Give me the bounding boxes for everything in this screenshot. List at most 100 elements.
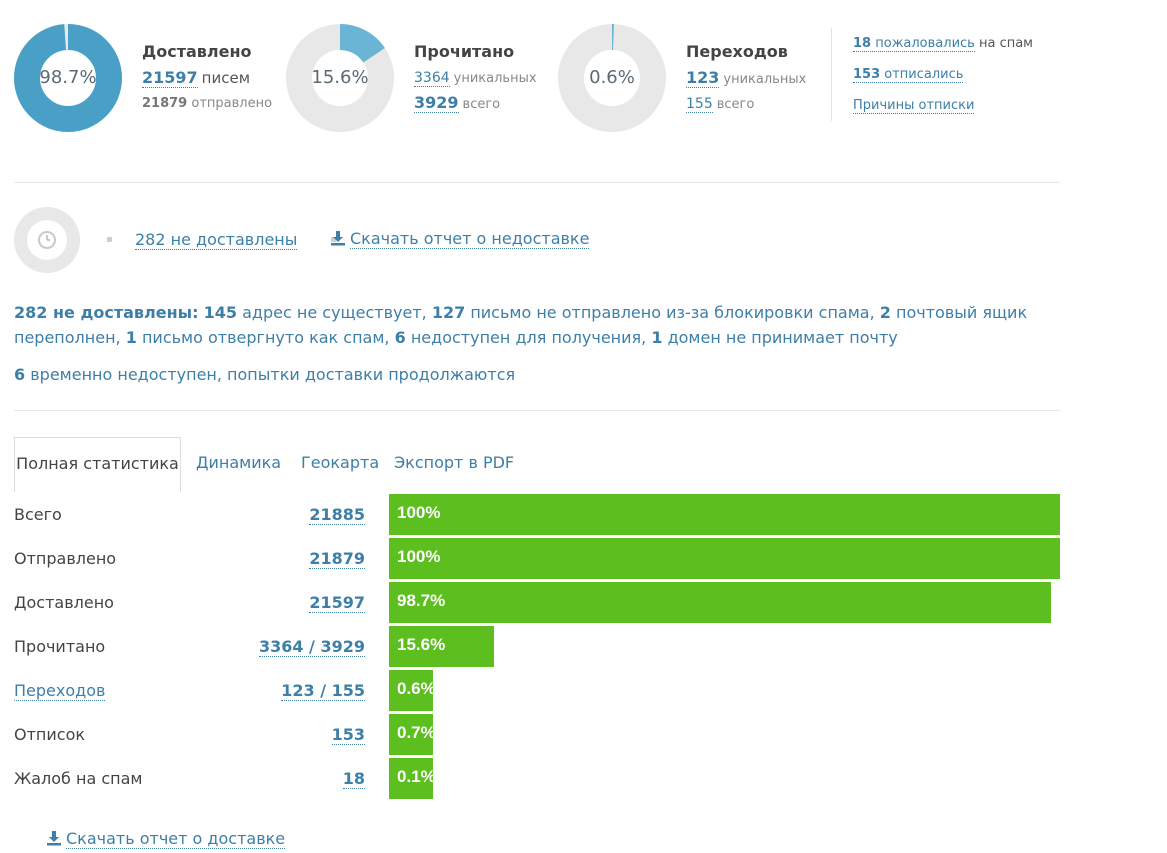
clicks-total[interactable]: 155 bbox=[686, 96, 713, 113]
spam-suffix: на спам bbox=[978, 36, 1033, 51]
bar bbox=[389, 538, 1060, 579]
bar bbox=[389, 494, 1060, 535]
bar bbox=[389, 582, 1052, 623]
download-undelivered-report[interactable]: Скачать отчет о недоставке bbox=[330, 229, 590, 249]
row-value[interactable]: 21879 bbox=[309, 549, 365, 569]
detail-num: 6 bbox=[394, 328, 406, 347]
read-unique[interactable]: 3364 bbox=[414, 70, 450, 87]
tab-export-pdf[interactable]: Экспорт в PDF bbox=[394, 453, 515, 472]
download-delivery-report[interactable]: Скачать отчет о доставке bbox=[46, 829, 286, 849]
pending-details: 6 временно недоступен, попытки доставки … bbox=[14, 362, 515, 387]
delivered-title: Доставлено bbox=[142, 42, 252, 61]
side-links: 18 пожаловались на спам 153 отписались П… bbox=[831, 28, 1033, 121]
tab-geomap[interactable]: Геокарта bbox=[301, 453, 380, 472]
read-donut bbox=[286, 24, 394, 132]
row-label: Доставлено bbox=[14, 593, 114, 612]
row-value[interactable]: 123 / 155 bbox=[281, 681, 365, 701]
unsubscribe-reasons-link[interactable]: Причины отписки bbox=[853, 98, 975, 114]
spam-num: 18 bbox=[853, 36, 872, 51]
bar-label: 100% bbox=[397, 503, 441, 522]
bar-label: 0.7% bbox=[397, 723, 436, 742]
detail-text: адрес не существует, bbox=[242, 303, 427, 322]
download-undelivered-text: Скачать отчет о недоставке bbox=[350, 229, 590, 249]
row-value[interactable]: 153 bbox=[331, 725, 365, 745]
bar-label: 98.7% bbox=[397, 591, 446, 610]
bar-label: 100% bbox=[397, 547, 441, 566]
table-row: Отправлено 21879 100% bbox=[14, 537, 1060, 581]
pending-text: временно недоступен, попытки доставки пр… bbox=[30, 365, 516, 384]
download-delivery-text: Скачать отчет о доставке bbox=[66, 829, 286, 849]
read-total-suffix: всего bbox=[462, 97, 501, 112]
table-row: Переходов 123 / 155 0.6% bbox=[14, 669, 1060, 713]
row-value[interactable]: 21885 bbox=[309, 505, 365, 525]
detail-text: почтовый ящик переполнен, bbox=[14, 303, 1028, 347]
table-row: Прочитано 3364 / 3929 15.6% bbox=[14, 625, 1060, 669]
detail-text: письмо не отправлено из-за блокировки сп… bbox=[470, 303, 875, 322]
undelivered-details: 282 не доставлены: 145 адрес не существу… bbox=[14, 300, 1060, 350]
bar bbox=[389, 758, 433, 799]
clock-icon bbox=[14, 207, 80, 273]
detail-text: письмо отвергнуто как спам, bbox=[141, 328, 390, 347]
row-value[interactable]: 18 bbox=[342, 769, 365, 789]
table-row: Отписок 153 0.7% bbox=[14, 713, 1060, 757]
row-value[interactable]: 21597 bbox=[309, 593, 365, 613]
sent-suffix: отправлено bbox=[191, 96, 273, 111]
clicks-percent: 0.6% bbox=[589, 67, 635, 88]
divider bbox=[14, 410, 1060, 411]
row-value[interactable]: 3364 / 3929 bbox=[258, 637, 365, 657]
row-label: Всего bbox=[14, 505, 62, 524]
row-label: Отправлено bbox=[14, 549, 117, 568]
detail-text: домен не принимает почту bbox=[667, 328, 898, 347]
details-head: 282 не доставлены: bbox=[14, 303, 199, 322]
detail-num: 127 bbox=[431, 303, 466, 322]
read-percent: 15.6% bbox=[311, 67, 369, 88]
bar-label: 0.1% bbox=[397, 767, 436, 786]
clicks-donut bbox=[558, 24, 666, 132]
detail-text: недоступен для получения, bbox=[410, 328, 647, 347]
stats-tabs: Полная статистика Динамика Геокарта Эксп… bbox=[14, 437, 1060, 492]
divider bbox=[14, 182, 1060, 183]
download-icon bbox=[331, 231, 345, 246]
detail-num: 1 bbox=[125, 328, 137, 347]
bar-label: 0.6% bbox=[397, 679, 436, 698]
bullet bbox=[331, 237, 336, 242]
delivered-donut bbox=[14, 24, 122, 132]
read-title: Прочитано bbox=[414, 42, 515, 61]
table-row: Доставлено 21597 98.7% bbox=[14, 581, 1060, 625]
delivered-count[interactable]: 21597 bbox=[142, 68, 198, 88]
pending-num: 6 bbox=[14, 365, 26, 384]
table-row: Всего 21885 100% bbox=[14, 493, 1060, 537]
bullet bbox=[107, 237, 112, 242]
clicks-total-suffix: всего bbox=[716, 97, 755, 112]
bar bbox=[389, 670, 433, 711]
clicks-unique[interactable]: 123 bbox=[686, 68, 720, 88]
summary-section: 98.7% Доставлено 21597 писем 21879 отправ… bbox=[0, 0, 1167, 180]
bar-label: 15.6% bbox=[397, 635, 446, 654]
clicks-title: Переходов bbox=[686, 42, 788, 61]
row-label: Прочитано bbox=[14, 637, 106, 656]
row-label: Жалоб на спам bbox=[14, 769, 143, 788]
bar bbox=[389, 626, 494, 667]
unsub-num: 153 bbox=[853, 67, 881, 82]
tab-full-stats[interactable]: Полная статистика bbox=[14, 437, 181, 492]
read-total[interactable]: 3929 bbox=[414, 93, 459, 113]
bar bbox=[389, 714, 433, 755]
unsub-link-text: отписались bbox=[884, 67, 964, 82]
download-icon bbox=[47, 831, 61, 846]
sent-count: 21879 bbox=[142, 96, 188, 111]
row-label-clicks-link[interactable]: Переходов bbox=[14, 681, 106, 701]
spam-link-text: пожаловались bbox=[875, 36, 975, 51]
delivered-percent: 98.7% bbox=[39, 67, 97, 88]
spam-complaints-link[interactable]: 18 пожаловались bbox=[853, 36, 975, 52]
row-label: Отписок bbox=[14, 725, 86, 744]
detail-num: 2 bbox=[879, 303, 891, 322]
clicks-unique-suffix: уникальных bbox=[723, 72, 807, 87]
detail-num: 1 bbox=[651, 328, 663, 347]
undelivered-link[interactable]: 282 не доставлены bbox=[135, 230, 298, 250]
detail-num: 145 bbox=[203, 303, 238, 322]
read-unique-suffix: уникальных bbox=[453, 71, 537, 86]
table-row: Жалоб на спам 18 0.1% bbox=[14, 757, 1060, 801]
delivered-count-suffix: писем bbox=[201, 69, 251, 87]
tab-dynamics[interactable]: Динамика bbox=[196, 453, 282, 472]
unsubscribed-link[interactable]: 153 отписались bbox=[853, 67, 964, 83]
